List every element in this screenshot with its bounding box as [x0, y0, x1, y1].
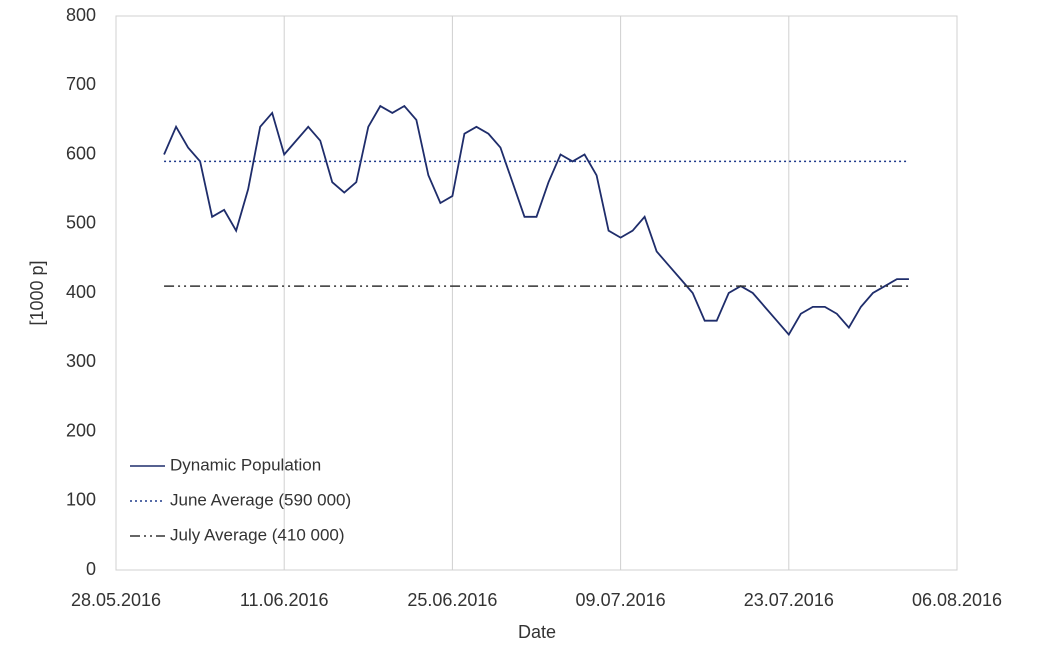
y-tick-label: 0 [86, 559, 96, 579]
x-tick-label: 09.07.2016 [576, 590, 666, 610]
y-tick-label: 800 [66, 5, 96, 25]
y-tick-label: 600 [66, 143, 96, 163]
x-tick-label: 28.05.2016 [71, 590, 161, 610]
y-tick-label: 700 [66, 74, 96, 94]
x-tick-label: 06.08.2016 [912, 590, 1002, 610]
legend-label: June Average (590 000) [170, 490, 351, 509]
x-tick-label: 11.06.2016 [240, 590, 329, 610]
plot-frame [115, 15, 958, 571]
x-axis-label: Date [518, 622, 556, 642]
x-tick-label: 23.07.2016 [744, 590, 834, 610]
y-axis-label: [1000 p] [27, 260, 47, 325]
y-tick-label: 100 [66, 490, 96, 510]
legend-label: Dynamic Population [170, 455, 321, 474]
y-tick-label: 500 [66, 213, 96, 233]
legend-label: July Average (410 000) [170, 525, 345, 544]
series-line [163, 104, 909, 337]
x-tick-label: 25.06.2016 [407, 590, 497, 610]
y-tick-label: 300 [66, 351, 96, 371]
y-tick-label: 400 [66, 282, 96, 302]
y-tick-label: 200 [66, 420, 96, 440]
